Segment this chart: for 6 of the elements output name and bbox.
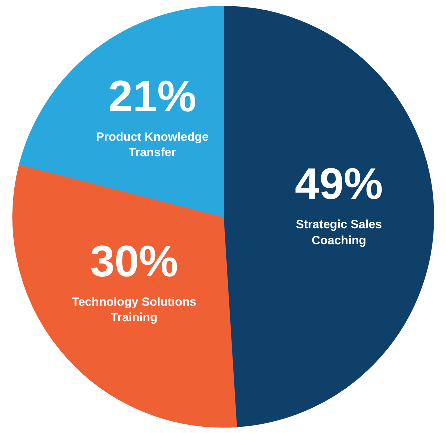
slice-label: Product Knowledge Transfer — [96, 130, 210, 160]
data-label: 21% — [108, 72, 197, 122]
data-label: 49% — [295, 160, 384, 210]
slice-label: Technology Solutions Training — [72, 294, 197, 325]
slice-label: Strategic Sales Coaching — [296, 218, 382, 248]
data-label: 30% — [90, 237, 178, 286]
